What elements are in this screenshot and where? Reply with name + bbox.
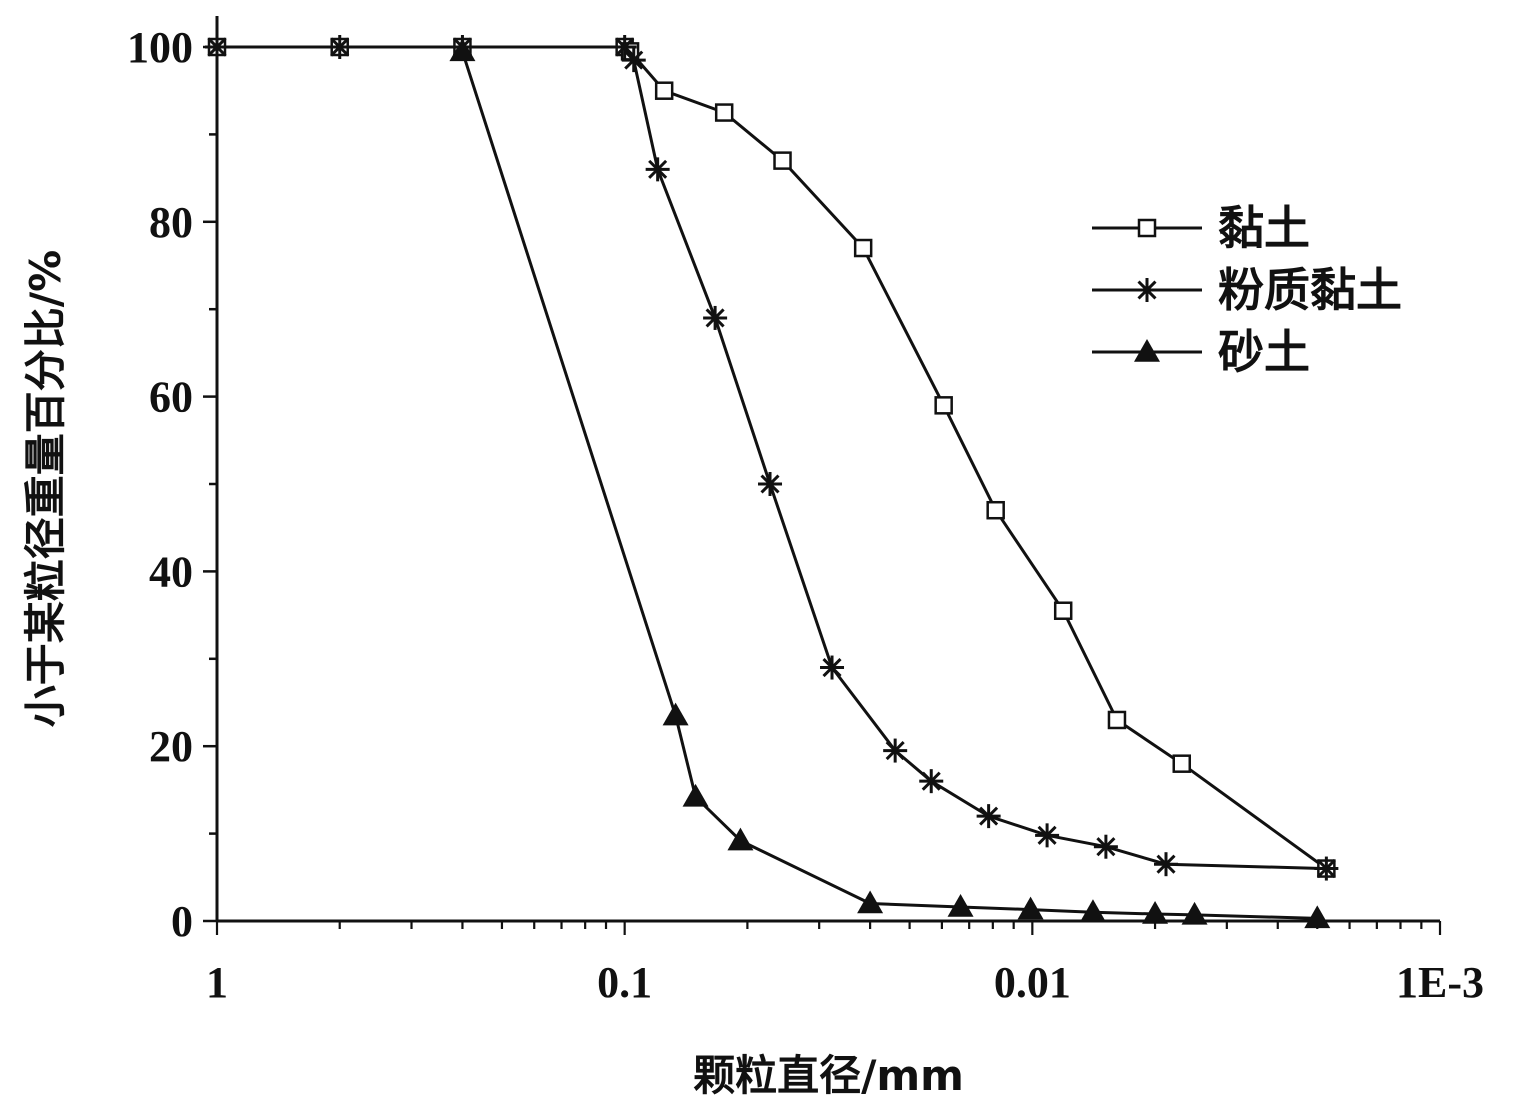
series-2 — [449, 38, 1331, 929]
data-point — [1181, 901, 1208, 925]
axes: 0 20 40 60 80 100 1 0.1 0.01 1E-3 — [127, 16, 1484, 1007]
series-line — [217, 45, 1327, 871]
series-line — [460, 50, 1318, 920]
x-axis-title: 颗粒直径/mm — [693, 1051, 964, 1100]
data-point — [682, 783, 709, 807]
y-tick-label: 0 — [171, 897, 193, 946]
y-tick-label: 60 — [149, 373, 193, 422]
data-point — [205, 35, 229, 59]
data-point — [1154, 852, 1179, 877]
data-point — [1079, 899, 1106, 923]
data-point — [1304, 905, 1331, 929]
data-point — [1053, 601, 1073, 620]
data-point — [1035, 823, 1060, 848]
legend-label: 砂土 — [1218, 325, 1310, 379]
x-tick-label: 0.01 — [994, 958, 1071, 1007]
data-point — [934, 396, 953, 415]
data-point — [773, 151, 792, 170]
data-point — [1172, 754, 1192, 773]
y-tick-label: 40 — [149, 547, 193, 596]
data-point — [1107, 710, 1127, 730]
data-point — [820, 655, 845, 680]
data-point — [883, 738, 908, 763]
data-point — [919, 769, 944, 794]
series-line — [217, 45, 1328, 870]
x-tick-label: 1E-3 — [1396, 958, 1484, 1007]
data-point — [645, 157, 670, 182]
legend-marker — [1134, 339, 1160, 362]
data-point — [449, 38, 476, 62]
data-point — [947, 894, 974, 917]
data-point — [853, 238, 873, 258]
data-point — [621, 48, 646, 73]
y-tick-label: 80 — [149, 198, 193, 247]
y-tick-label: 100 — [127, 23, 193, 72]
legend-label: 粉质黏土 — [1218, 263, 1402, 317]
data-point — [714, 103, 734, 122]
series-layer — [205, 35, 1339, 929]
data-point — [1142, 901, 1169, 924]
data-point — [1017, 896, 1044, 920]
data-point — [1093, 834, 1118, 859]
data-point — [758, 472, 783, 496]
y-axis-title: 小于某粒径重量百分比/% — [21, 250, 70, 727]
data-point — [857, 890, 884, 914]
x-tick-label: 1 — [206, 958, 228, 1007]
data-point — [612, 35, 637, 59]
data-point — [662, 702, 689, 726]
data-point — [327, 35, 352, 59]
series-1 — [205, 35, 1339, 881]
legend-marker — [1137, 218, 1157, 238]
y-tick-label: 20 — [149, 722, 193, 771]
x-tick-label: 0.1 — [597, 958, 652, 1007]
data-point — [654, 81, 674, 100]
series-0 — [207, 37, 1336, 878]
legend-label: 黏土 — [1218, 201, 1310, 255]
data-point — [1314, 856, 1339, 881]
data-point — [703, 305, 728, 330]
legend-marker — [1135, 278, 1159, 302]
data-point — [976, 804, 1001, 829]
data-point — [986, 500, 1005, 520]
data-point — [727, 827, 754, 851]
